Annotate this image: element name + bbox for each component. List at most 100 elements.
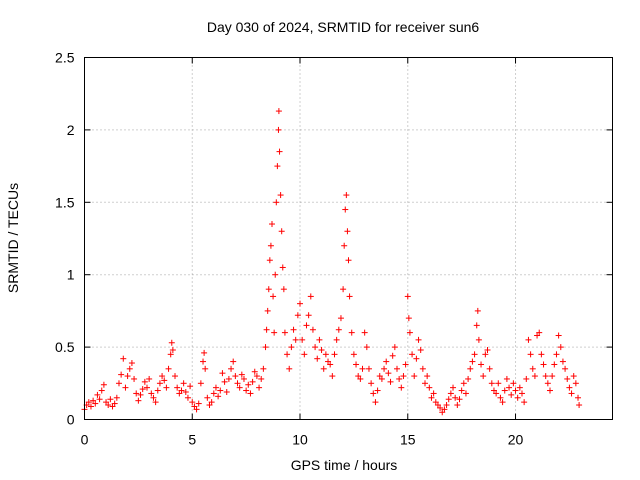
data-point (341, 242, 348, 249)
data-point (268, 221, 275, 228)
data-point (245, 381, 252, 388)
data-point (512, 387, 519, 394)
data-point (329, 373, 336, 380)
data-point (396, 375, 403, 382)
data-point (518, 390, 525, 397)
data-point (275, 126, 282, 133)
data-point (460, 380, 467, 387)
data-point (318, 346, 325, 353)
data-point (529, 365, 536, 372)
data-point (161, 377, 168, 384)
data-point (243, 387, 250, 394)
data-point (292, 336, 299, 343)
data-point (562, 365, 569, 372)
data-point (385, 370, 392, 377)
y-tick-label: 1.5 (55, 194, 75, 210)
data-point (197, 380, 204, 387)
data-point (143, 384, 150, 391)
data-point (495, 380, 502, 387)
data-point (572, 380, 579, 387)
y-tick-label: 1 (67, 267, 75, 283)
data-point (307, 293, 314, 300)
data-point (201, 349, 208, 356)
data-point (195, 400, 202, 407)
y-tick-labels: 0 0.5 1 1.5 2 2.5 (55, 50, 75, 428)
data-point (274, 163, 281, 170)
data-point (557, 344, 564, 351)
x-tick-label: 5 (188, 432, 196, 448)
data-point (348, 329, 355, 336)
data-point (510, 380, 517, 387)
data-point (564, 375, 571, 382)
x-tick-label: 15 (400, 432, 416, 448)
data-point (184, 394, 191, 401)
data-point (200, 358, 207, 365)
data-point (167, 351, 174, 358)
data-point (299, 336, 306, 343)
data-point (506, 384, 513, 391)
data-point (236, 384, 243, 391)
data-point (488, 380, 495, 387)
data-point (544, 380, 551, 387)
data-point (370, 390, 377, 397)
data-point (426, 384, 433, 391)
data-point (576, 402, 583, 409)
data-point (146, 375, 153, 382)
data-point (333, 336, 340, 343)
data-point (249, 378, 256, 385)
data-point (208, 399, 215, 406)
data-point (469, 358, 476, 365)
data-point (180, 380, 187, 387)
data-point (499, 399, 506, 406)
data-point (441, 406, 448, 413)
data-point (437, 404, 444, 411)
data-point (322, 351, 329, 358)
data-point (327, 361, 334, 368)
data-point (152, 399, 159, 406)
data-point (486, 365, 493, 372)
data-point (381, 365, 388, 372)
data-point (256, 384, 263, 391)
data-point (279, 264, 286, 271)
data-point (527, 351, 534, 358)
data-point (389, 352, 396, 359)
data-point (372, 399, 379, 406)
data-point (276, 148, 283, 155)
data-point (273, 199, 280, 206)
data-point (343, 192, 350, 199)
data-point (247, 390, 254, 397)
data-point (202, 365, 209, 372)
data-point (272, 271, 279, 278)
data-point (122, 384, 129, 391)
data-point (278, 228, 285, 235)
data-point (335, 326, 342, 333)
data-point (212, 384, 219, 391)
data-point (428, 394, 435, 401)
data-point (465, 375, 472, 382)
data-point (409, 351, 416, 358)
data-point (223, 388, 230, 395)
data-point (406, 329, 413, 336)
data-point (96, 396, 103, 403)
data-point (493, 390, 500, 397)
data-point (290, 326, 297, 333)
data-point (473, 322, 480, 329)
data-point (424, 373, 431, 380)
data-point (516, 384, 523, 391)
data-point (357, 375, 364, 382)
data-point (570, 373, 577, 380)
data-point (253, 373, 260, 380)
data-point (482, 351, 489, 358)
data-point (270, 293, 277, 300)
data-point (471, 351, 478, 358)
chart-title: Day 030 of 2024, SRMTID for receiver sun… (207, 19, 480, 35)
data-point (232, 373, 239, 380)
data-point (111, 400, 118, 407)
data-point (387, 378, 394, 385)
data-point (342, 206, 349, 213)
data-point (174, 384, 181, 391)
data-point (141, 378, 148, 385)
data-point (137, 391, 144, 398)
data-point (187, 383, 194, 390)
